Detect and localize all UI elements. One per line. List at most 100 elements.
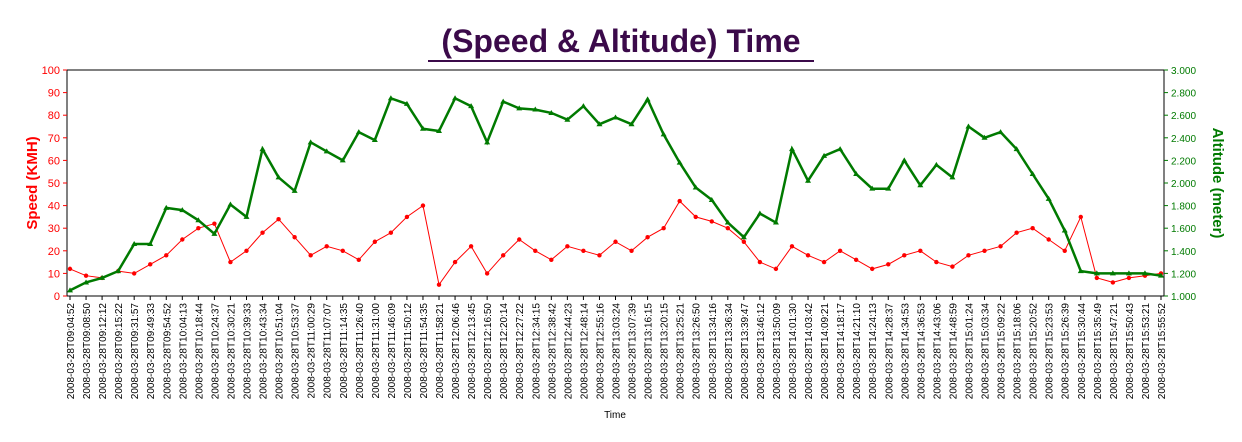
x-tick-label: 2008-03-28T12:20:14 [499,303,510,400]
x-tick-label: 2008-03-28T15:26:39 [1061,303,1072,400]
altitude-point [83,279,90,285]
x-tick-label: 2008-03-28T09:54:52 [162,303,173,400]
altitude-point [692,184,699,190]
altitude-point [484,139,491,145]
speed-point [629,248,634,253]
altitude-point [387,95,394,101]
speed-point [420,203,426,208]
y-left-tick-label: 50 [48,178,60,190]
y-right-tick-label: 3.000 [1171,66,1196,77]
altitude-series [67,95,1164,293]
altitude-point [676,159,683,165]
x-tick-label: 2008-03-28T11:58:21 [435,303,446,399]
speed-point [1030,226,1035,231]
speed-point [1062,248,1067,253]
x-tick-label: 2008-03-28T15:18:06 [1013,303,1024,400]
altitude-point [1109,270,1116,276]
x-tick-label: 2008-03-28T11:26:40 [355,303,366,399]
altitude-point [724,219,731,225]
y-left-tick-label: 40 [48,201,60,213]
altitude-point [323,148,330,154]
x-tick-label: 2008-03-28T10:53:37 [291,303,302,400]
altitude-point [885,185,892,191]
speed-point [180,237,185,242]
altitude-point [805,177,812,183]
speed-point [1046,237,1051,242]
speed-point [164,253,169,258]
x-tick-label: 2008-03-28T14:24:13 [868,303,879,400]
y-right-tick-label: 1.600 [1171,224,1196,235]
speed-series [67,198,1164,287]
altitude-point [339,157,346,163]
altitude-point [772,219,779,225]
altitude-point [211,230,218,236]
altitude-point [564,116,571,122]
x-tick-label: 2008-03-28T13:50:09 [772,303,783,400]
altitude-point [99,274,106,280]
altitude-point [67,287,73,293]
speed-point [372,239,378,244]
speed-point [998,244,1003,249]
x-tick-label: 2008-03-28T10:51:04 [275,303,286,400]
y-right-tick-label: 1.800 [1171,202,1196,213]
speed-point [340,248,345,253]
y-left-tick-label: 0 [54,291,60,303]
speed-point [741,239,747,244]
x-tick-label: 2008-03-28T14:21:10 [852,303,863,400]
speed-point [661,226,666,231]
speed-point [276,216,281,222]
x-tick-label: 2008-03-28T13:16:15 [644,303,655,400]
speed-point [452,259,458,265]
y-right-axis: 1.000 1.200 1.400 1.600 1.800 2.000 2.200 2.400… [1164,66,1196,303]
speed-point [902,253,907,258]
speed-point [821,259,827,265]
speed-point [404,214,410,220]
chart-title: (Speed & Altitude) Time [441,23,800,59]
y-left-tick-label: 10 [48,268,60,280]
altitude-point [419,125,426,131]
x-tick-label: 2008-03-28T14:03:42 [804,303,815,400]
x-tick-label: 2008-03-28T09:15:22 [114,303,125,400]
y-right-tick-label: 2.600 [1171,111,1196,122]
altitude-point [901,157,908,163]
speed-point [533,248,538,253]
speed-point [212,221,217,226]
x-tick-label: 2008-03-28T10:18:44 [194,303,205,400]
speed-point [805,253,811,258]
speed-point [292,235,297,240]
speed-point [244,248,249,253]
x-tick-label: 2008-03-28T10:39:33 [242,303,253,400]
speed-point [725,226,731,231]
x-tick-label: 2008-03-28T12:44:23 [563,303,574,400]
altitude-point [628,121,635,127]
altitude-point [532,106,539,112]
speed-point [517,237,522,242]
altitude-point [965,123,972,129]
altitude-point [644,96,651,102]
altitude-point [596,121,603,127]
speed-point [83,273,89,278]
x-tick-label: 2008-03-28T09:49:33 [146,303,157,400]
x-tick-label: 2008-03-28T14:28:37 [884,303,895,400]
y-right-tick-label: 2.800 [1171,89,1196,100]
altitude-point [179,207,186,213]
speed-point [918,248,923,253]
y-left-tick-label: 80 [48,110,60,122]
x-tick-label: 2008-03-28T10:43:34 [259,303,270,400]
speed-point [870,266,875,272]
altitude-point [259,146,266,152]
altitude-point [1077,268,1084,274]
x-tick-label: 2008-03-28T15:23:53 [1045,303,1056,400]
x-tick-label: 2008-03-28T14:09:21 [820,303,831,400]
speed-point [773,266,779,272]
y-right-tick-label: 2.000 [1171,179,1196,190]
speed-point [1126,275,1132,281]
altitude-point [949,174,956,180]
speed-point [549,257,554,263]
y-left-axis: 0 10 20 30 40 50 60 70 80 90 100 [42,65,67,303]
altitude-point [163,204,170,210]
speed-point [789,244,795,249]
x-tick-label: 2008-03-28T15:53:21 [1141,303,1152,400]
y-left-tick-label: 20 [48,246,60,258]
x-tick-label: 2008-03-28T15:55:52 [1157,303,1168,400]
